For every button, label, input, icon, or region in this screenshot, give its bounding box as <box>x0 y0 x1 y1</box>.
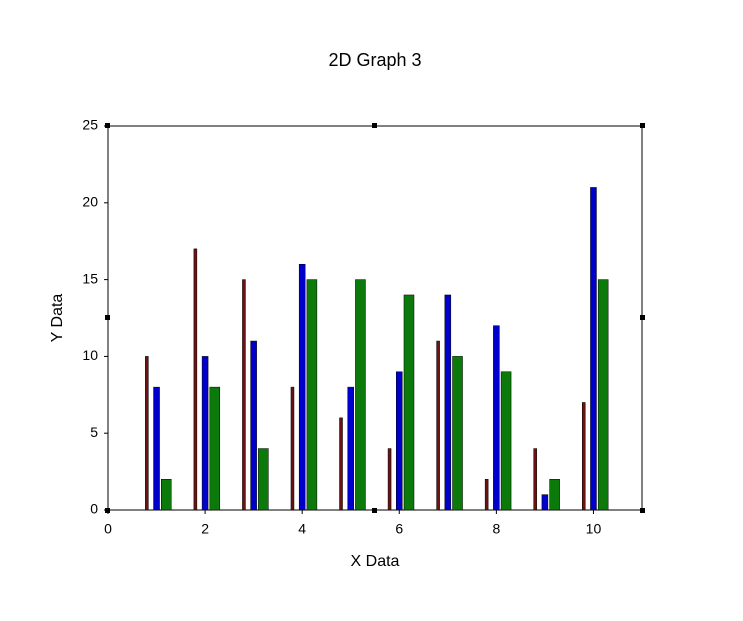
bar <box>193 248 198 511</box>
y-tick-label: 15 <box>82 270 98 286</box>
bar <box>493 325 500 511</box>
bar <box>387 448 392 511</box>
bar <box>339 417 343 511</box>
x-tick-label: 0 <box>104 521 112 537</box>
bar <box>597 279 609 511</box>
bar <box>306 279 318 511</box>
y-tick-label: 20 <box>82 194 98 210</box>
y-tick-label: 5 <box>90 424 98 440</box>
bar <box>436 340 440 511</box>
bar <box>258 448 269 511</box>
bar <box>549 479 560 511</box>
bar <box>153 386 160 511</box>
bar <box>541 494 549 511</box>
bar <box>209 386 221 511</box>
x-tick-label: 2 <box>201 521 209 537</box>
bar <box>355 279 366 511</box>
bar <box>444 294 452 511</box>
bar <box>403 294 415 511</box>
bar <box>500 371 512 511</box>
bar <box>347 386 354 511</box>
x-tick-label: 10 <box>586 521 602 537</box>
chart-title: 2D Graph 3 <box>328 50 421 70</box>
bar <box>581 402 586 511</box>
y-tick-label: 0 <box>90 501 98 517</box>
bar <box>201 356 209 511</box>
bar <box>484 479 489 511</box>
bar <box>298 263 306 511</box>
bar <box>250 340 257 511</box>
y-tick-label: 10 <box>82 347 98 363</box>
bar <box>161 479 172 511</box>
plot-frame <box>107 125 643 511</box>
bar <box>290 386 295 511</box>
y-axis-label: Y Data <box>49 294 66 343</box>
x-axis-label: X Data <box>351 553 400 570</box>
bar <box>145 356 149 511</box>
bar <box>396 371 403 511</box>
frame-handles <box>105 123 645 513</box>
bar <box>242 279 246 511</box>
bar <box>452 356 463 511</box>
bar <box>590 187 597 511</box>
x-tick-label: 8 <box>492 521 500 537</box>
x-tick-label: 4 <box>298 521 306 537</box>
x-tick-label: 6 <box>395 521 403 537</box>
bar <box>533 448 537 511</box>
y-tick-label: 25 <box>82 117 98 133</box>
